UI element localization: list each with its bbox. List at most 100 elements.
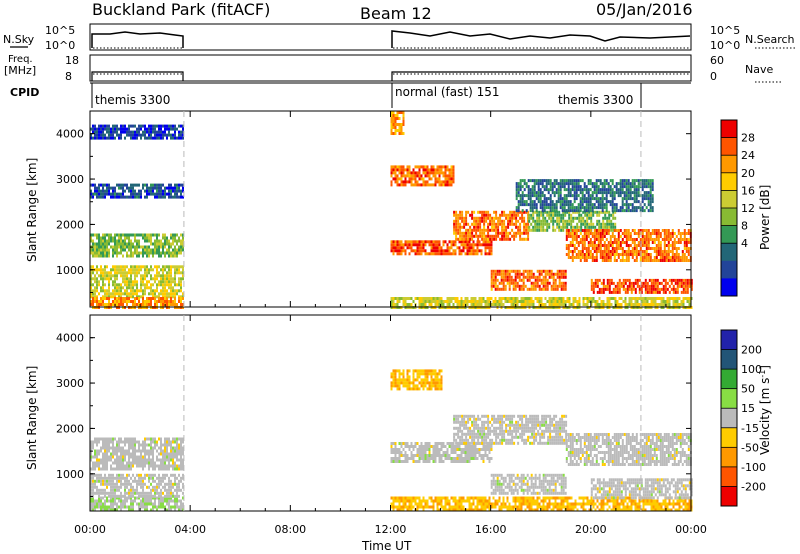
power-cell	[432, 300, 435, 303]
power-cell	[132, 245, 134, 249]
power-cell	[174, 274, 176, 278]
power-cell	[671, 241, 674, 244]
power-cell	[436, 243, 439, 247]
power-cell	[136, 303, 138, 306]
power-cell	[505, 213, 508, 217]
power-cell	[593, 229, 596, 232]
velocity-cell	[170, 458, 172, 462]
power-cell	[132, 280, 134, 284]
velocity-cell	[154, 467, 156, 471]
power-cell	[432, 240, 435, 244]
power-cell	[154, 124, 156, 128]
power-cell	[609, 203, 612, 207]
velocity-cell	[166, 508, 168, 512]
power-cell	[102, 303, 104, 306]
velocity-cell	[112, 482, 114, 486]
power-cell	[673, 232, 676, 235]
velocity-cell	[112, 499, 114, 503]
power-cell	[463, 219, 466, 223]
power-cell	[485, 213, 488, 217]
power-cell	[533, 188, 536, 192]
power-cell	[580, 219, 583, 223]
power-cell	[108, 236, 110, 240]
power-cell	[655, 247, 658, 250]
power-cell	[539, 179, 542, 183]
velocity-cell	[154, 502, 156, 506]
power-cell	[114, 283, 116, 287]
power-cell	[597, 247, 600, 250]
power-cell	[467, 228, 470, 232]
power-cell	[392, 165, 395, 169]
power-cell	[611, 232, 614, 235]
velocity-cell	[112, 485, 114, 489]
power-cell	[156, 303, 158, 306]
power-cell	[146, 236, 148, 240]
power-cell	[180, 195, 182, 199]
power-cell	[501, 231, 504, 235]
velocity-cell	[180, 449, 182, 453]
power-cell	[130, 242, 132, 246]
velocity-cell	[136, 455, 138, 459]
power-cell	[94, 124, 96, 128]
velocity-cell	[158, 496, 160, 500]
power-cell	[162, 297, 164, 300]
power-cell	[130, 233, 132, 237]
power-cell	[507, 234, 510, 238]
power-cell	[629, 250, 632, 253]
power-cell	[480, 300, 483, 303]
power-cell	[448, 297, 451, 300]
power-cell	[134, 280, 136, 284]
power-cell	[610, 303, 613, 306]
power-cell	[569, 232, 572, 235]
power-cell	[525, 194, 528, 198]
power-cell	[164, 124, 166, 128]
power-cell	[124, 292, 126, 296]
power-cell	[94, 280, 96, 284]
power-cell	[630, 297, 633, 300]
power-cell	[631, 241, 634, 244]
velocity-cell	[112, 473, 114, 477]
power-cell	[162, 192, 164, 196]
power-cell	[430, 183, 433, 187]
power-cell	[521, 179, 524, 183]
power-cell	[587, 229, 590, 232]
velocity-cell	[112, 461, 114, 465]
power-cell	[176, 127, 178, 131]
power-cell	[112, 136, 114, 140]
power-cell	[464, 246, 467, 250]
power-cell	[458, 252, 461, 256]
power-cell	[455, 216, 458, 220]
power-cell	[567, 250, 570, 253]
power-cell	[606, 225, 609, 229]
power-cell	[600, 300, 603, 303]
power-cell	[596, 303, 599, 306]
power-cell	[596, 219, 599, 223]
power-cell	[612, 297, 615, 300]
power-cell	[557, 200, 560, 204]
power-cell	[122, 292, 124, 296]
power-cell	[590, 278, 593, 282]
power-cell	[474, 300, 477, 303]
power-cell	[669, 250, 672, 253]
power-cell	[508, 300, 511, 303]
power-cell	[623, 241, 626, 244]
power-cell	[585, 235, 588, 238]
power-cell	[587, 200, 590, 204]
power-cell	[687, 259, 690, 262]
power-cell	[114, 245, 116, 249]
velocity-cell	[106, 467, 108, 471]
power-cell	[527, 210, 530, 214]
power-cell	[459, 210, 462, 214]
power-cell	[514, 278, 517, 282]
power-cell	[182, 268, 184, 272]
power-cell	[454, 243, 457, 247]
power-cell	[502, 287, 505, 291]
power-cell	[658, 297, 661, 300]
power-cell	[128, 127, 130, 131]
power-cell	[687, 232, 690, 235]
power-cell	[416, 246, 419, 250]
power-cell	[134, 277, 136, 281]
velocity-cell	[166, 502, 168, 506]
power-cell	[551, 209, 554, 213]
power-cell	[619, 241, 622, 244]
